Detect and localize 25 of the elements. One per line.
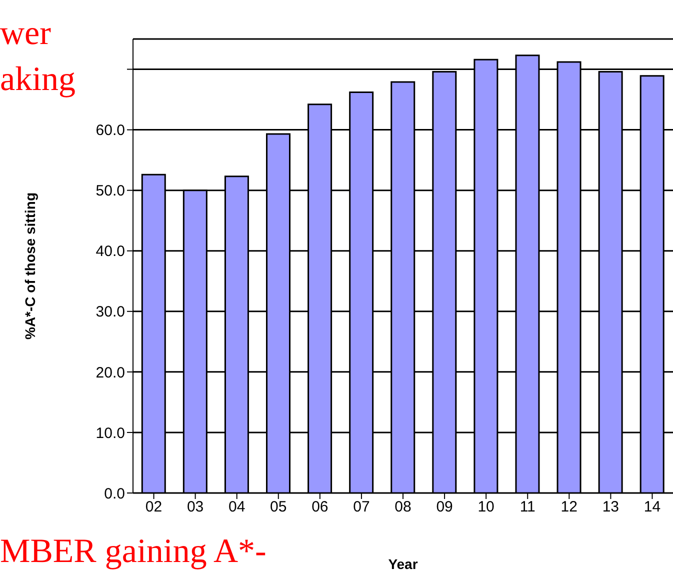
- y-tick-label: 10.0: [96, 424, 125, 442]
- x-tick-label: 02: [145, 498, 162, 516]
- x-tick-label: 07: [353, 498, 370, 516]
- x-tick-label: 13: [602, 498, 620, 516]
- x-axis-title: Year: [388, 556, 418, 571]
- y-tick-label: 50.0: [96, 182, 125, 200]
- x-tick-label: 05: [270, 498, 287, 516]
- y-tick-label: 20.0: [96, 364, 125, 382]
- x-tick-label: 09: [436, 498, 453, 516]
- y-tick-label: 60.0: [96, 122, 125, 140]
- y-tick-label: 30.0: [96, 304, 125, 321]
- x-tick-label: 03: [186, 498, 204, 516]
- y-tick-label: 40.0: [96, 243, 125, 260]
- x-tick-label: 14: [644, 498, 661, 516]
- y-axis-title: %A*-C of those sitting: [22, 192, 38, 340]
- x-tick-label: 10: [478, 498, 494, 516]
- x-tick-label: 08: [394, 498, 412, 516]
- x-tick-label: 06: [312, 498, 328, 516]
- x-tick-label: 04: [228, 498, 246, 516]
- x-tick-label: 11: [520, 498, 536, 516]
- text: wer: [0, 14, 51, 54]
- x-tick-label: 12: [560, 498, 578, 516]
- y-tick-label: 0.0: [104, 485, 125, 502]
- text: aking: [0, 60, 76, 100]
- text: MBER gaining A*-: [0, 532, 266, 571]
